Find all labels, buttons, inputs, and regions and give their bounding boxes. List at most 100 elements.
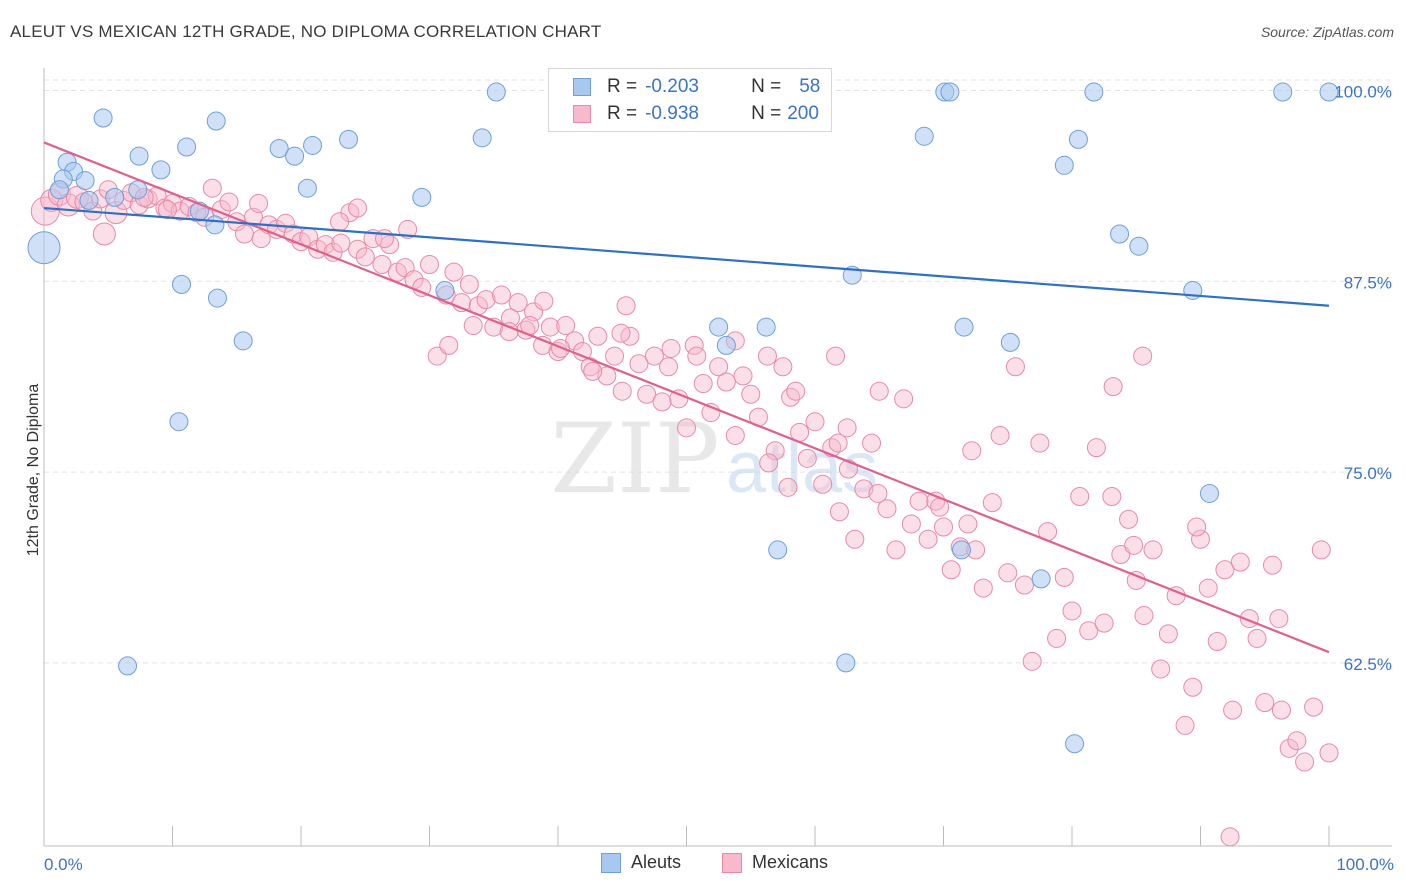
- mexican-point: [973, 578, 993, 598]
- legend-item-aleuts: Aleuts: [601, 852, 681, 873]
- mexican-point: [759, 453, 779, 473]
- mexican-point: [716, 372, 736, 392]
- watermark: ZIP atlas: [550, 403, 878, 515]
- mexican-point: [962, 441, 982, 461]
- legend-swatch-mexicans: [573, 105, 591, 123]
- mexican-point: [412, 277, 432, 297]
- mexican-point: [234, 224, 254, 244]
- mexican-point: [845, 529, 865, 549]
- mexican-point: [1279, 738, 1299, 758]
- mexicans-points: [30, 178, 1339, 847]
- mexican-point: [348, 239, 368, 259]
- mexican-point: [813, 474, 833, 494]
- aleut-point: [303, 135, 323, 155]
- mexican-point: [380, 235, 400, 255]
- legend-item-mexicans: Mexicans: [722, 852, 828, 873]
- mexican-point: [534, 291, 554, 311]
- mexican-point: [420, 255, 439, 275]
- mexican-point: [934, 517, 953, 537]
- mexican-point: [219, 192, 239, 212]
- mexican-point: [1119, 509, 1139, 529]
- mexican-point: [1134, 606, 1154, 626]
- mexican-point: [869, 381, 889, 401]
- mexican-point: [998, 563, 1018, 583]
- aleut-point: [1273, 82, 1293, 102]
- mexican-point: [687, 346, 707, 366]
- mexican-point: [491, 285, 511, 305]
- trend-lines: [43, 141, 1330, 654]
- mexican-point: [540, 317, 560, 337]
- mexican-point: [1102, 486, 1122, 506]
- aleut-point: [169, 412, 189, 432]
- aleut-point: [768, 540, 788, 560]
- mexican-point: [677, 418, 696, 438]
- aleuts-trend-line: [43, 206, 1330, 307]
- mexican-point: [838, 459, 858, 479]
- chart-title: ALEUT VS MEXICAN 12TH GRADE, NO DIPLOMA …: [10, 22, 602, 41]
- legend-label-aleuts: Aleuts: [631, 852, 682, 872]
- mexican-point: [463, 316, 483, 336]
- aleut-point: [486, 82, 506, 102]
- aleut-point: [951, 540, 971, 560]
- aleut-point: [171, 274, 191, 294]
- mexican-point: [886, 540, 906, 560]
- mexican-point: [1094, 613, 1114, 633]
- aleut-point: [49, 180, 69, 200]
- mexican-point: [1247, 628, 1267, 648]
- aleut-point: [940, 82, 960, 102]
- mexican-point: [588, 326, 608, 346]
- mexicans-trend-line: [43, 141, 1330, 654]
- mexican-point: [1133, 346, 1153, 366]
- aleut-point: [472, 128, 492, 148]
- aleut-point: [954, 317, 974, 337]
- mexican-point: [926, 491, 946, 511]
- x-tick-label-max: 100.0%: [1336, 855, 1394, 874]
- aleut-point: [1031, 569, 1051, 589]
- aleut-point: [118, 656, 138, 676]
- stats-legend: R = -0.203 N = 58 R = -0.938 N = 200: [548, 68, 832, 132]
- mexican-point: [611, 323, 631, 343]
- aleut-point: [27, 231, 61, 265]
- aleut-point: [1110, 224, 1130, 244]
- mexican-point: [583, 361, 603, 381]
- x-tick-label-min: 0.0%: [44, 855, 83, 874]
- mexican-point: [1230, 552, 1250, 572]
- mexican-point: [1187, 517, 1207, 537]
- mexican-point: [330, 212, 350, 232]
- mexican-point: [733, 366, 753, 386]
- mexican-point: [459, 274, 479, 294]
- mexican-point: [92, 222, 116, 246]
- mexican-point: [348, 198, 368, 218]
- mexican-point: [476, 290, 496, 310]
- mexican-point: [355, 247, 375, 267]
- aleut-point: [339, 129, 359, 149]
- mexican-point: [1014, 575, 1034, 595]
- mexican-point: [1158, 624, 1178, 644]
- mexican-point: [1287, 731, 1307, 751]
- mexican-point: [741, 384, 761, 404]
- mexican-point: [1295, 752, 1315, 772]
- mexican-point: [1062, 601, 1082, 621]
- aleut-point: [1129, 236, 1149, 256]
- aleut-point: [233, 331, 253, 351]
- series-legend: Aleuts Mexicans: [0, 852, 1406, 876]
- aleut-point: [836, 653, 856, 673]
- aleut-point: [1054, 155, 1074, 175]
- mexican-point: [868, 483, 888, 503]
- mexican-point: [1070, 486, 1090, 506]
- mexican-point: [157, 200, 177, 220]
- legend-label-mexicans: Mexicans: [752, 852, 829, 872]
- legend-n-label: N =: [751, 103, 782, 124]
- legend-row-mexicans: R = -0.938 N = 200: [573, 102, 819, 126]
- mexican-point: [1022, 651, 1042, 671]
- mexican-point: [709, 357, 729, 377]
- mexican-point: [1255, 693, 1275, 713]
- aleut-point: [105, 187, 125, 207]
- y-axis-label: 12th Grade, No Diploma: [25, 383, 42, 557]
- mexican-point: [805, 412, 825, 432]
- mexican-point: [797, 448, 817, 468]
- mexican-point: [637, 384, 657, 404]
- aleut-point: [1068, 129, 1088, 149]
- mexican-point: [372, 255, 392, 275]
